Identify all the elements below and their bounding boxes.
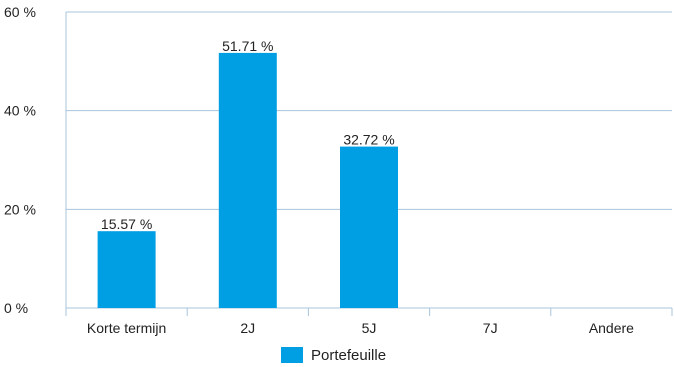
legend-label[interactable]: Portefeuille — [311, 347, 386, 364]
x-tick-label: 7J — [483, 320, 498, 336]
legend[interactable]: Portefeuille — [281, 347, 386, 364]
x-tick-label: Korte termijn — [87, 320, 166, 336]
y-tick-label: 40 % — [4, 103, 36, 119]
data-label: 32.72 % — [343, 132, 394, 148]
bar-korte-termijn[interactable] — [97, 231, 156, 308]
x-tick-label: Andere — [589, 320, 634, 336]
x-tick-label: 2J — [240, 320, 255, 336]
y-tick-label: 20 % — [4, 201, 36, 217]
y-tick-label: 0 % — [4, 300, 28, 316]
bar-5j[interactable] — [340, 146, 398, 308]
bars — [97, 52, 398, 308]
x-tick-label: 5J — [362, 320, 377, 336]
data-label: 15.57 % — [101, 216, 152, 232]
bar-2j[interactable] — [218, 52, 277, 308]
y-axis: 0 % 20 % 40 % 60 % — [4, 4, 67, 316]
y-tick-label: 60 % — [4, 4, 36, 20]
legend-swatch — [281, 347, 303, 363]
data-labels: 15.57 % 51.71 % 32.72 % — [101, 38, 395, 232]
data-label: 51.71 % — [222, 38, 273, 54]
x-axis: Korte termijn 2J 5J 7J Andere — [87, 308, 673, 336]
